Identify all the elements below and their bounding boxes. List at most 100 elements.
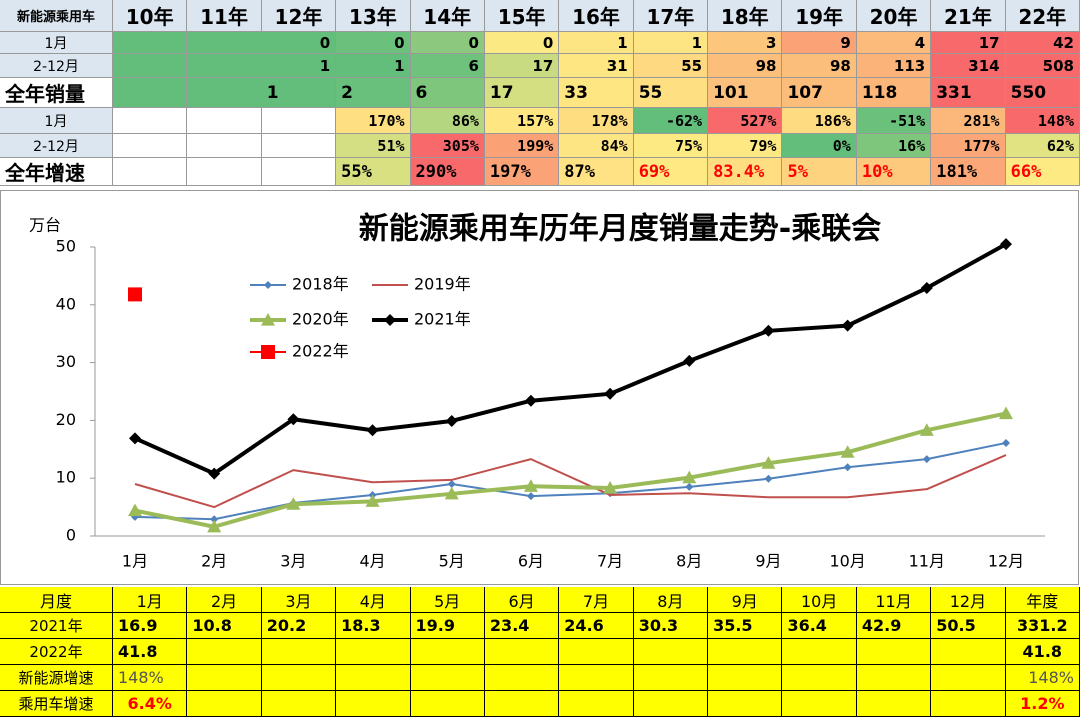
- table-cell: 17: [931, 32, 1006, 54]
- table-cell: -51%: [856, 108, 932, 134]
- table-cell: 86%: [410, 108, 485, 134]
- table-cell: 177%: [931, 134, 1006, 158]
- table-cell: 1: [559, 32, 634, 54]
- table-cell: 35.5: [708, 613, 783, 639]
- marker: [762, 324, 775, 337]
- table-cell: [484, 691, 560, 717]
- table-cell: 1: [336, 54, 411, 78]
- table-cell: [261, 665, 337, 691]
- month-header: 2月: [187, 587, 262, 613]
- table-cell: [633, 665, 709, 691]
- marker: [129, 432, 141, 445]
- table-cell: 55%: [336, 158, 411, 186]
- legend-label: 2021年: [414, 310, 471, 329]
- table-cell: [261, 134, 337, 158]
- table-cell: 290%: [410, 158, 485, 186]
- table-cell: 19.9: [410, 613, 485, 639]
- legend-label: 2022年: [292, 342, 349, 361]
- row-label: 1月: [0, 32, 113, 54]
- table-cell: 0: [484, 32, 560, 54]
- table-cell: [484, 665, 560, 691]
- legend-label: 2019年: [414, 275, 471, 294]
- month-header: 7月: [559, 587, 634, 613]
- table-cell: 508: [1005, 54, 1080, 78]
- table-cell: 98: [782, 54, 857, 78]
- month-header: 6月: [484, 587, 560, 613]
- x-tick-label: 2月: [201, 552, 227, 571]
- month-header: 11月: [856, 587, 932, 613]
- row-label: 2021年: [0, 613, 113, 639]
- table-cell: -62%: [633, 108, 709, 134]
- table-cell: [187, 665, 262, 691]
- marker: [444, 486, 459, 500]
- table-cell: 281%: [931, 108, 1006, 134]
- table-cell: [113, 54, 188, 78]
- row-label: 2022年: [0, 639, 113, 665]
- table-cell: 98: [708, 54, 783, 78]
- table-cell: 181%: [931, 158, 1006, 186]
- month-header: 5月: [410, 587, 485, 613]
- marker: [524, 394, 537, 407]
- table-cell: [187, 32, 262, 54]
- row-label: 2-12月: [0, 54, 113, 78]
- year-header: 12年: [261, 0, 337, 32]
- year-header: 14年: [410, 0, 485, 32]
- table-cell: 50.5: [931, 613, 1006, 639]
- marker: [604, 387, 617, 400]
- y-tick-label: 0: [66, 526, 76, 545]
- row-label: 乘用车增速: [0, 691, 113, 717]
- x-tick-label: 3月: [280, 552, 306, 571]
- table-cell: 305%: [410, 134, 485, 158]
- table-cell: 20.2: [261, 613, 337, 639]
- table-cell: [708, 639, 783, 665]
- table-cell: 41.8: [1005, 639, 1080, 665]
- table-cell: [559, 691, 634, 717]
- table-cell: 550: [1005, 78, 1080, 108]
- y-axis-label: 万台: [29, 216, 61, 235]
- table-cell: [856, 665, 932, 691]
- table-cell: 10%: [856, 158, 932, 186]
- table-cell: 55: [633, 54, 709, 78]
- marker: [128, 503, 142, 517]
- month-header: 8月: [633, 587, 709, 613]
- table-cell: [113, 158, 188, 186]
- marker: [366, 424, 379, 437]
- marker: [603, 481, 618, 494]
- table-cell: 4: [856, 32, 932, 54]
- marker: [920, 282, 933, 295]
- table-cell: [856, 691, 932, 717]
- table-cell: [261, 158, 337, 186]
- table-cell: [261, 639, 337, 665]
- table-cell: 31: [559, 54, 634, 78]
- year-header: 13年: [336, 0, 411, 32]
- table-cell: [187, 691, 262, 717]
- table-cell: 197%: [484, 158, 560, 186]
- x-tick-label: 5月: [439, 552, 465, 571]
- x-tick-label: 1月: [122, 552, 148, 571]
- table-cell: 17: [484, 54, 560, 78]
- table-cell: [410, 691, 485, 717]
- table-cell: 1: [261, 54, 337, 78]
- marker: [447, 479, 456, 488]
- marker: [922, 455, 931, 464]
- table-cell: 16%: [856, 134, 932, 158]
- row-label: 2-12月: [0, 134, 113, 158]
- year-header: 16年: [559, 0, 634, 32]
- table-cell: [633, 691, 709, 717]
- year-header: 17年: [633, 0, 709, 32]
- table-cell: [261, 108, 337, 134]
- table-cell: 314: [931, 54, 1006, 78]
- month-header: 4月: [336, 587, 411, 613]
- table-cell: 1: [633, 32, 709, 54]
- table-cell: 55: [633, 78, 709, 108]
- table-cell: [633, 639, 709, 665]
- table-cell: [336, 639, 411, 665]
- year-header: 18年: [708, 0, 783, 32]
- marker: [685, 482, 694, 491]
- corner-header: 新能源乘用车: [0, 0, 113, 32]
- table-cell: [931, 665, 1006, 691]
- marker: [1002, 438, 1010, 447]
- x-tick-label: 8月: [676, 552, 702, 571]
- marker: [287, 413, 300, 426]
- table-cell: [187, 54, 262, 78]
